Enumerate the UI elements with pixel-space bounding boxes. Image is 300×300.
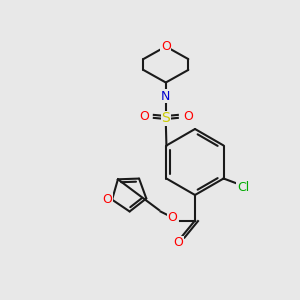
Text: S: S: [161, 112, 170, 125]
Text: O: O: [174, 236, 183, 250]
Text: N: N: [161, 89, 170, 103]
Text: Cl: Cl: [237, 181, 249, 194]
Text: O: O: [103, 193, 112, 206]
Text: O: O: [168, 211, 177, 224]
Text: O: O: [139, 110, 149, 123]
Text: O: O: [161, 40, 171, 53]
Text: O: O: [183, 110, 193, 123]
